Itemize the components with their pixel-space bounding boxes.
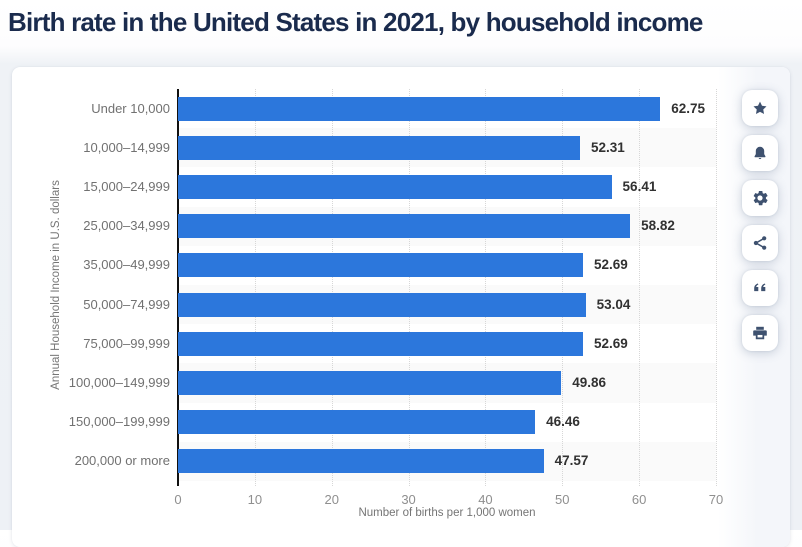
plot-area: Under 10,000 62.75 10,000–14,999 52.31 15,00… bbox=[69, 89, 723, 507]
gridline bbox=[716, 89, 717, 486]
bar[interactable] bbox=[178, 331, 583, 356]
x-tick-label: 10 bbox=[247, 492, 263, 507]
bar[interactable] bbox=[178, 214, 631, 239]
chart-card: Under 10,000 62.75 10,000–14,999 52.31 15,00… bbox=[12, 67, 790, 547]
value-label: 52.69 bbox=[593, 257, 628, 273]
gridline bbox=[254, 89, 256, 486]
gridline bbox=[331, 89, 333, 486]
share-icon bbox=[752, 235, 768, 251]
category-label: 25,000–34,999 bbox=[83, 218, 170, 234]
gridline bbox=[408, 89, 410, 486]
y-axis-line bbox=[177, 89, 179, 486]
category-label: 35,000–49,999 bbox=[83, 257, 170, 273]
bell-icon bbox=[752, 145, 768, 161]
bar[interactable] bbox=[178, 175, 612, 199]
category-label: 10,000–14,999 bbox=[83, 139, 170, 155]
print-button[interactable] bbox=[742, 315, 778, 351]
category-label: 150,000–199,999 bbox=[68, 414, 170, 430]
notifications-button[interactable] bbox=[742, 135, 778, 171]
share-button[interactable] bbox=[742, 225, 778, 261]
bar[interactable] bbox=[178, 371, 562, 395]
gridline bbox=[485, 89, 487, 486]
x-tick-label: 50 bbox=[555, 492, 570, 507]
x-tick-label: 60 bbox=[631, 492, 647, 507]
bar[interactable] bbox=[178, 449, 544, 474]
cite-button[interactable] bbox=[742, 270, 778, 306]
value-label: 62.75 bbox=[671, 100, 706, 116]
value-label: 52.69 bbox=[593, 335, 628, 351]
page-title: Birth rate in the United States in 2021,… bbox=[8, 7, 703, 37]
x-tick-label: 40 bbox=[478, 492, 493, 507]
category-label: Under 10,000 bbox=[91, 100, 170, 116]
quote-icon bbox=[752, 280, 768, 296]
value-label: 47.57 bbox=[554, 453, 589, 469]
x-tick-label: 0 bbox=[174, 492, 182, 507]
bar[interactable] bbox=[178, 135, 581, 160]
y-axis-title: Annual Household Income in U.S. dollars bbox=[50, 180, 62, 390]
settings-button[interactable] bbox=[742, 180, 778, 216]
value-label: 56.41 bbox=[622, 179, 657, 194]
chart-toolbar bbox=[742, 90, 778, 351]
bar[interactable] bbox=[178, 96, 661, 121]
x-axis-title: Number of births per 1,000 women bbox=[358, 507, 536, 519]
x-tick-label: 20 bbox=[324, 492, 339, 507]
category-label: 100,000–149,999 bbox=[68, 375, 170, 390]
printer-icon bbox=[752, 325, 768, 341]
star-icon bbox=[752, 100, 768, 116]
value-label: 46.46 bbox=[546, 414, 580, 430]
gridline bbox=[639, 89, 641, 486]
bar[interactable] bbox=[178, 292, 586, 317]
category-label: 75,000–99,999 bbox=[83, 335, 170, 351]
category-label: 50,000–74,999 bbox=[83, 296, 170, 312]
value-label: 58.82 bbox=[641, 218, 675, 234]
bar[interactable] bbox=[178, 410, 536, 435]
x-tick-label: 30 bbox=[401, 492, 416, 507]
value-label: 49.86 bbox=[572, 375, 606, 390]
bar[interactable] bbox=[178, 253, 583, 278]
value-label: 53.04 bbox=[596, 296, 631, 312]
favorite-button[interactable] bbox=[742, 90, 778, 126]
x-tick-label: 70 bbox=[708, 492, 724, 507]
category-label: 200,000 or more bbox=[74, 453, 170, 469]
category-label: 15,000–24,999 bbox=[83, 179, 170, 194]
gridline bbox=[562, 89, 564, 486]
value-label: 52.31 bbox=[591, 139, 625, 155]
gear-icon bbox=[752, 190, 768, 206]
